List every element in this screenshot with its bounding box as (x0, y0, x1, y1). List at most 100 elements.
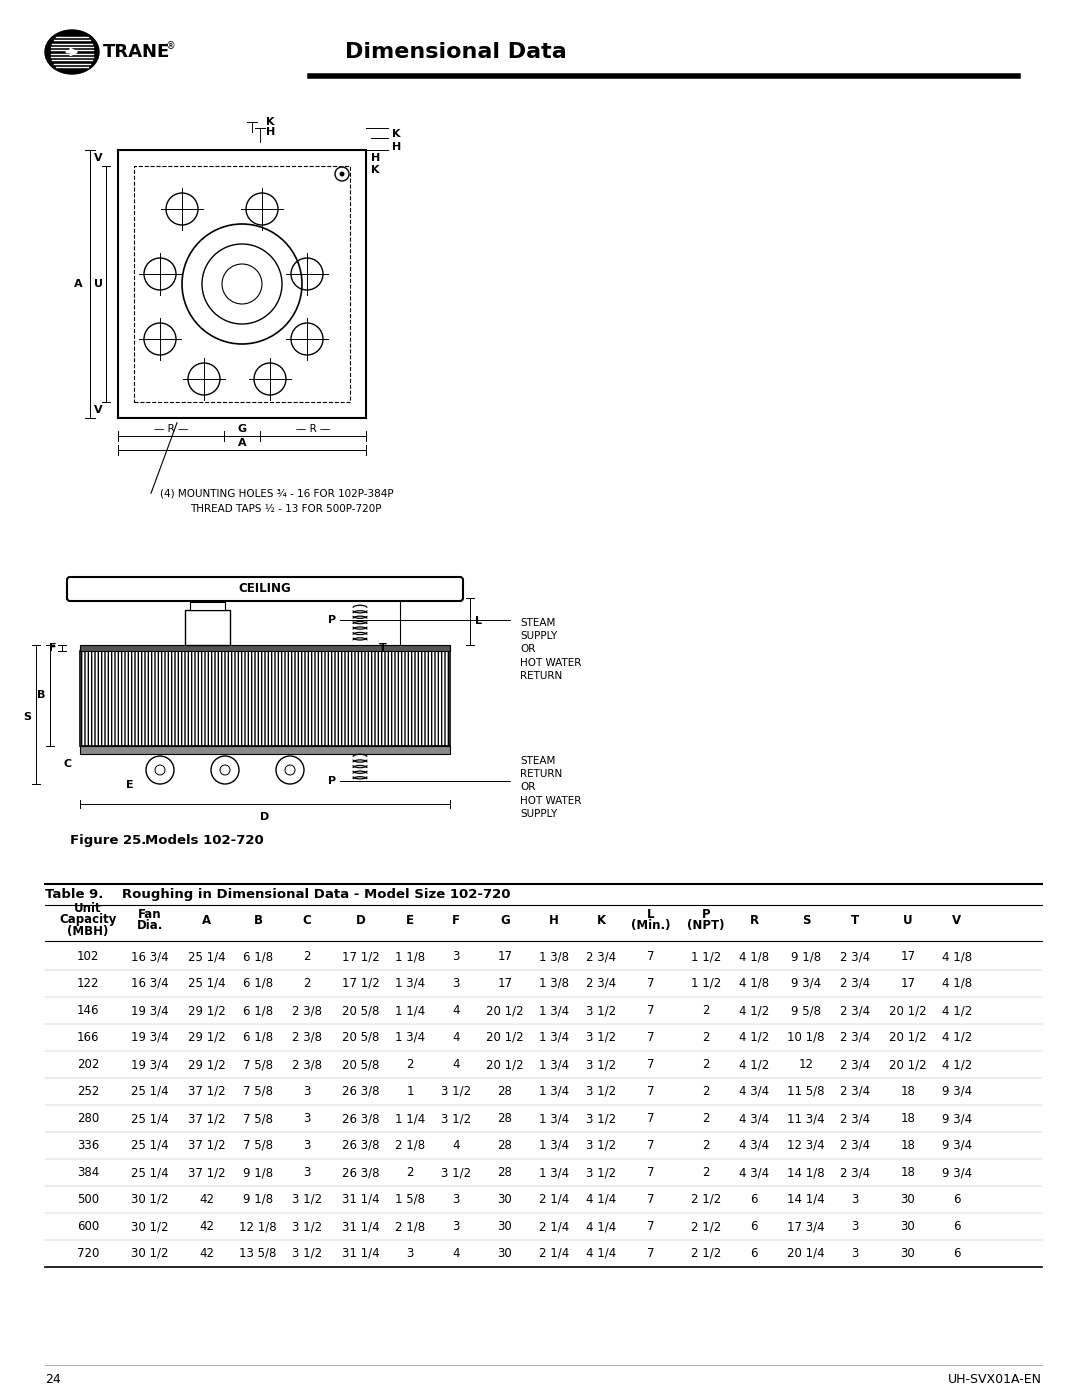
Text: D: D (260, 812, 270, 821)
Text: 30: 30 (901, 1193, 916, 1206)
Text: 4 3/4: 4 3/4 (739, 1112, 769, 1125)
Text: 1 3/4: 1 3/4 (539, 1058, 569, 1071)
Text: 2 3/8: 2 3/8 (292, 1031, 322, 1044)
Text: 12 3/4: 12 3/4 (787, 1139, 825, 1153)
Text: 20 1/2: 20 1/2 (486, 1058, 524, 1071)
Text: 9 3/4: 9 3/4 (942, 1139, 972, 1153)
Text: — R —: — R — (153, 425, 188, 434)
Text: 19 3/4: 19 3/4 (131, 1058, 168, 1071)
Text: 9 3/4: 9 3/4 (791, 977, 821, 990)
Text: 9 1/8: 9 1/8 (791, 950, 821, 963)
Text: 10 1/8: 10 1/8 (787, 1031, 825, 1044)
Bar (80, 651, 450, 746)
Text: 2 1/4: 2 1/4 (539, 1248, 569, 1260)
Text: 7 5/8: 7 5/8 (243, 1139, 273, 1153)
Text: 4 3/4: 4 3/4 (739, 1085, 769, 1098)
Text: 6: 6 (751, 1220, 758, 1234)
Text: 2 3/4: 2 3/4 (586, 950, 616, 963)
Text: 28: 28 (498, 1112, 512, 1125)
Text: 3 1/2: 3 1/2 (441, 1166, 471, 1179)
Text: 2: 2 (702, 1139, 710, 1153)
Text: U: U (903, 914, 913, 926)
Text: 30: 30 (901, 1248, 916, 1260)
Text: 2 1/4: 2 1/4 (539, 1193, 569, 1206)
Text: 4 1/2: 4 1/2 (739, 1058, 769, 1071)
Text: 166: 166 (77, 1031, 99, 1044)
Text: 30: 30 (498, 1193, 512, 1206)
Text: 2: 2 (406, 1058, 414, 1071)
Text: 3 1/2: 3 1/2 (441, 1112, 471, 1125)
Text: 4 1/2: 4 1/2 (942, 1004, 972, 1017)
Text: 1 3/8: 1 3/8 (539, 977, 569, 990)
Text: 17 3/4: 17 3/4 (787, 1220, 825, 1234)
Text: THREAD TAPS ½ - 13 FOR 500P-720P: THREAD TAPS ½ - 13 FOR 500P-720P (190, 504, 381, 514)
Text: B: B (37, 690, 45, 700)
Text: 1 3/4: 1 3/4 (539, 1139, 569, 1153)
Text: Dimensional Data: Dimensional Data (345, 42, 567, 61)
Text: K: K (596, 914, 606, 926)
Text: D: D (356, 914, 366, 926)
Text: 252: 252 (77, 1085, 99, 1098)
Text: 6 1/8: 6 1/8 (243, 1004, 273, 1017)
Text: 17 1/2: 17 1/2 (342, 977, 380, 990)
Text: 3 1/2: 3 1/2 (586, 1085, 616, 1098)
Text: 3 1/2: 3 1/2 (292, 1248, 322, 1260)
Text: V: V (94, 405, 103, 415)
Text: 26 3/8: 26 3/8 (342, 1166, 380, 1179)
Text: 25 1/4: 25 1/4 (188, 950, 226, 963)
Text: 14 1/4: 14 1/4 (787, 1193, 825, 1206)
Text: 7: 7 (647, 1031, 654, 1044)
Text: TRANE: TRANE (103, 43, 171, 61)
Text: 2 3/4: 2 3/4 (840, 1004, 870, 1017)
Text: 9 3/4: 9 3/4 (942, 1166, 972, 1179)
Text: 3 1/2: 3 1/2 (586, 1004, 616, 1017)
Text: 6: 6 (954, 1248, 961, 1260)
Text: 16 3/4: 16 3/4 (131, 950, 168, 963)
Text: 2: 2 (406, 1166, 414, 1179)
Text: 6 1/8: 6 1/8 (243, 977, 273, 990)
Text: L: L (475, 616, 482, 626)
Text: 24: 24 (45, 1373, 60, 1386)
Text: 7: 7 (647, 950, 654, 963)
Text: V: V (94, 154, 103, 163)
Text: ®: ® (166, 41, 176, 52)
Text: 4: 4 (453, 1139, 460, 1153)
Text: 26 3/8: 26 3/8 (342, 1085, 380, 1098)
Text: F: F (50, 643, 57, 652)
Text: 2 1/4: 2 1/4 (539, 1220, 569, 1234)
Text: 4 1/8: 4 1/8 (739, 977, 769, 990)
Text: 4 1/2: 4 1/2 (942, 1031, 972, 1044)
Text: 720: 720 (77, 1248, 99, 1260)
Text: C: C (64, 759, 72, 768)
Text: 2 3/4: 2 3/4 (840, 1085, 870, 1098)
Text: 19 3/4: 19 3/4 (131, 1031, 168, 1044)
Text: 122: 122 (77, 977, 99, 990)
Circle shape (339, 172, 345, 176)
Text: 3: 3 (406, 1248, 414, 1260)
Text: 28: 28 (498, 1139, 512, 1153)
Text: 3: 3 (303, 1112, 311, 1125)
Text: 19 3/4: 19 3/4 (131, 1004, 168, 1017)
Text: 2 1/2: 2 1/2 (691, 1248, 721, 1260)
Text: 4: 4 (453, 1004, 460, 1017)
Text: 1 3/4: 1 3/4 (395, 1031, 426, 1044)
Text: 600: 600 (77, 1220, 99, 1234)
Text: 2: 2 (303, 950, 311, 963)
Text: 2 3/4: 2 3/4 (586, 977, 616, 990)
Text: — R —: — R — (296, 425, 330, 434)
Text: 4 3/4: 4 3/4 (739, 1166, 769, 1179)
Text: C: C (302, 914, 311, 926)
Text: 2: 2 (702, 1166, 710, 1179)
Text: 29 1/2: 29 1/2 (188, 1004, 226, 1017)
Text: 3: 3 (851, 1248, 859, 1260)
Text: 2 3/4: 2 3/4 (840, 1139, 870, 1153)
Text: 18: 18 (901, 1112, 916, 1125)
Text: 3 1/2: 3 1/2 (292, 1220, 322, 1234)
Bar (80, 645, 450, 651)
Text: 7 5/8: 7 5/8 (243, 1058, 273, 1071)
Text: CEILING: CEILING (239, 583, 292, 595)
Text: 1 3/8: 1 3/8 (539, 950, 569, 963)
Text: UH-SVX01A-EN: UH-SVX01A-EN (948, 1373, 1042, 1386)
Text: 336: 336 (77, 1139, 99, 1153)
Text: 6 1/8: 6 1/8 (243, 950, 273, 963)
